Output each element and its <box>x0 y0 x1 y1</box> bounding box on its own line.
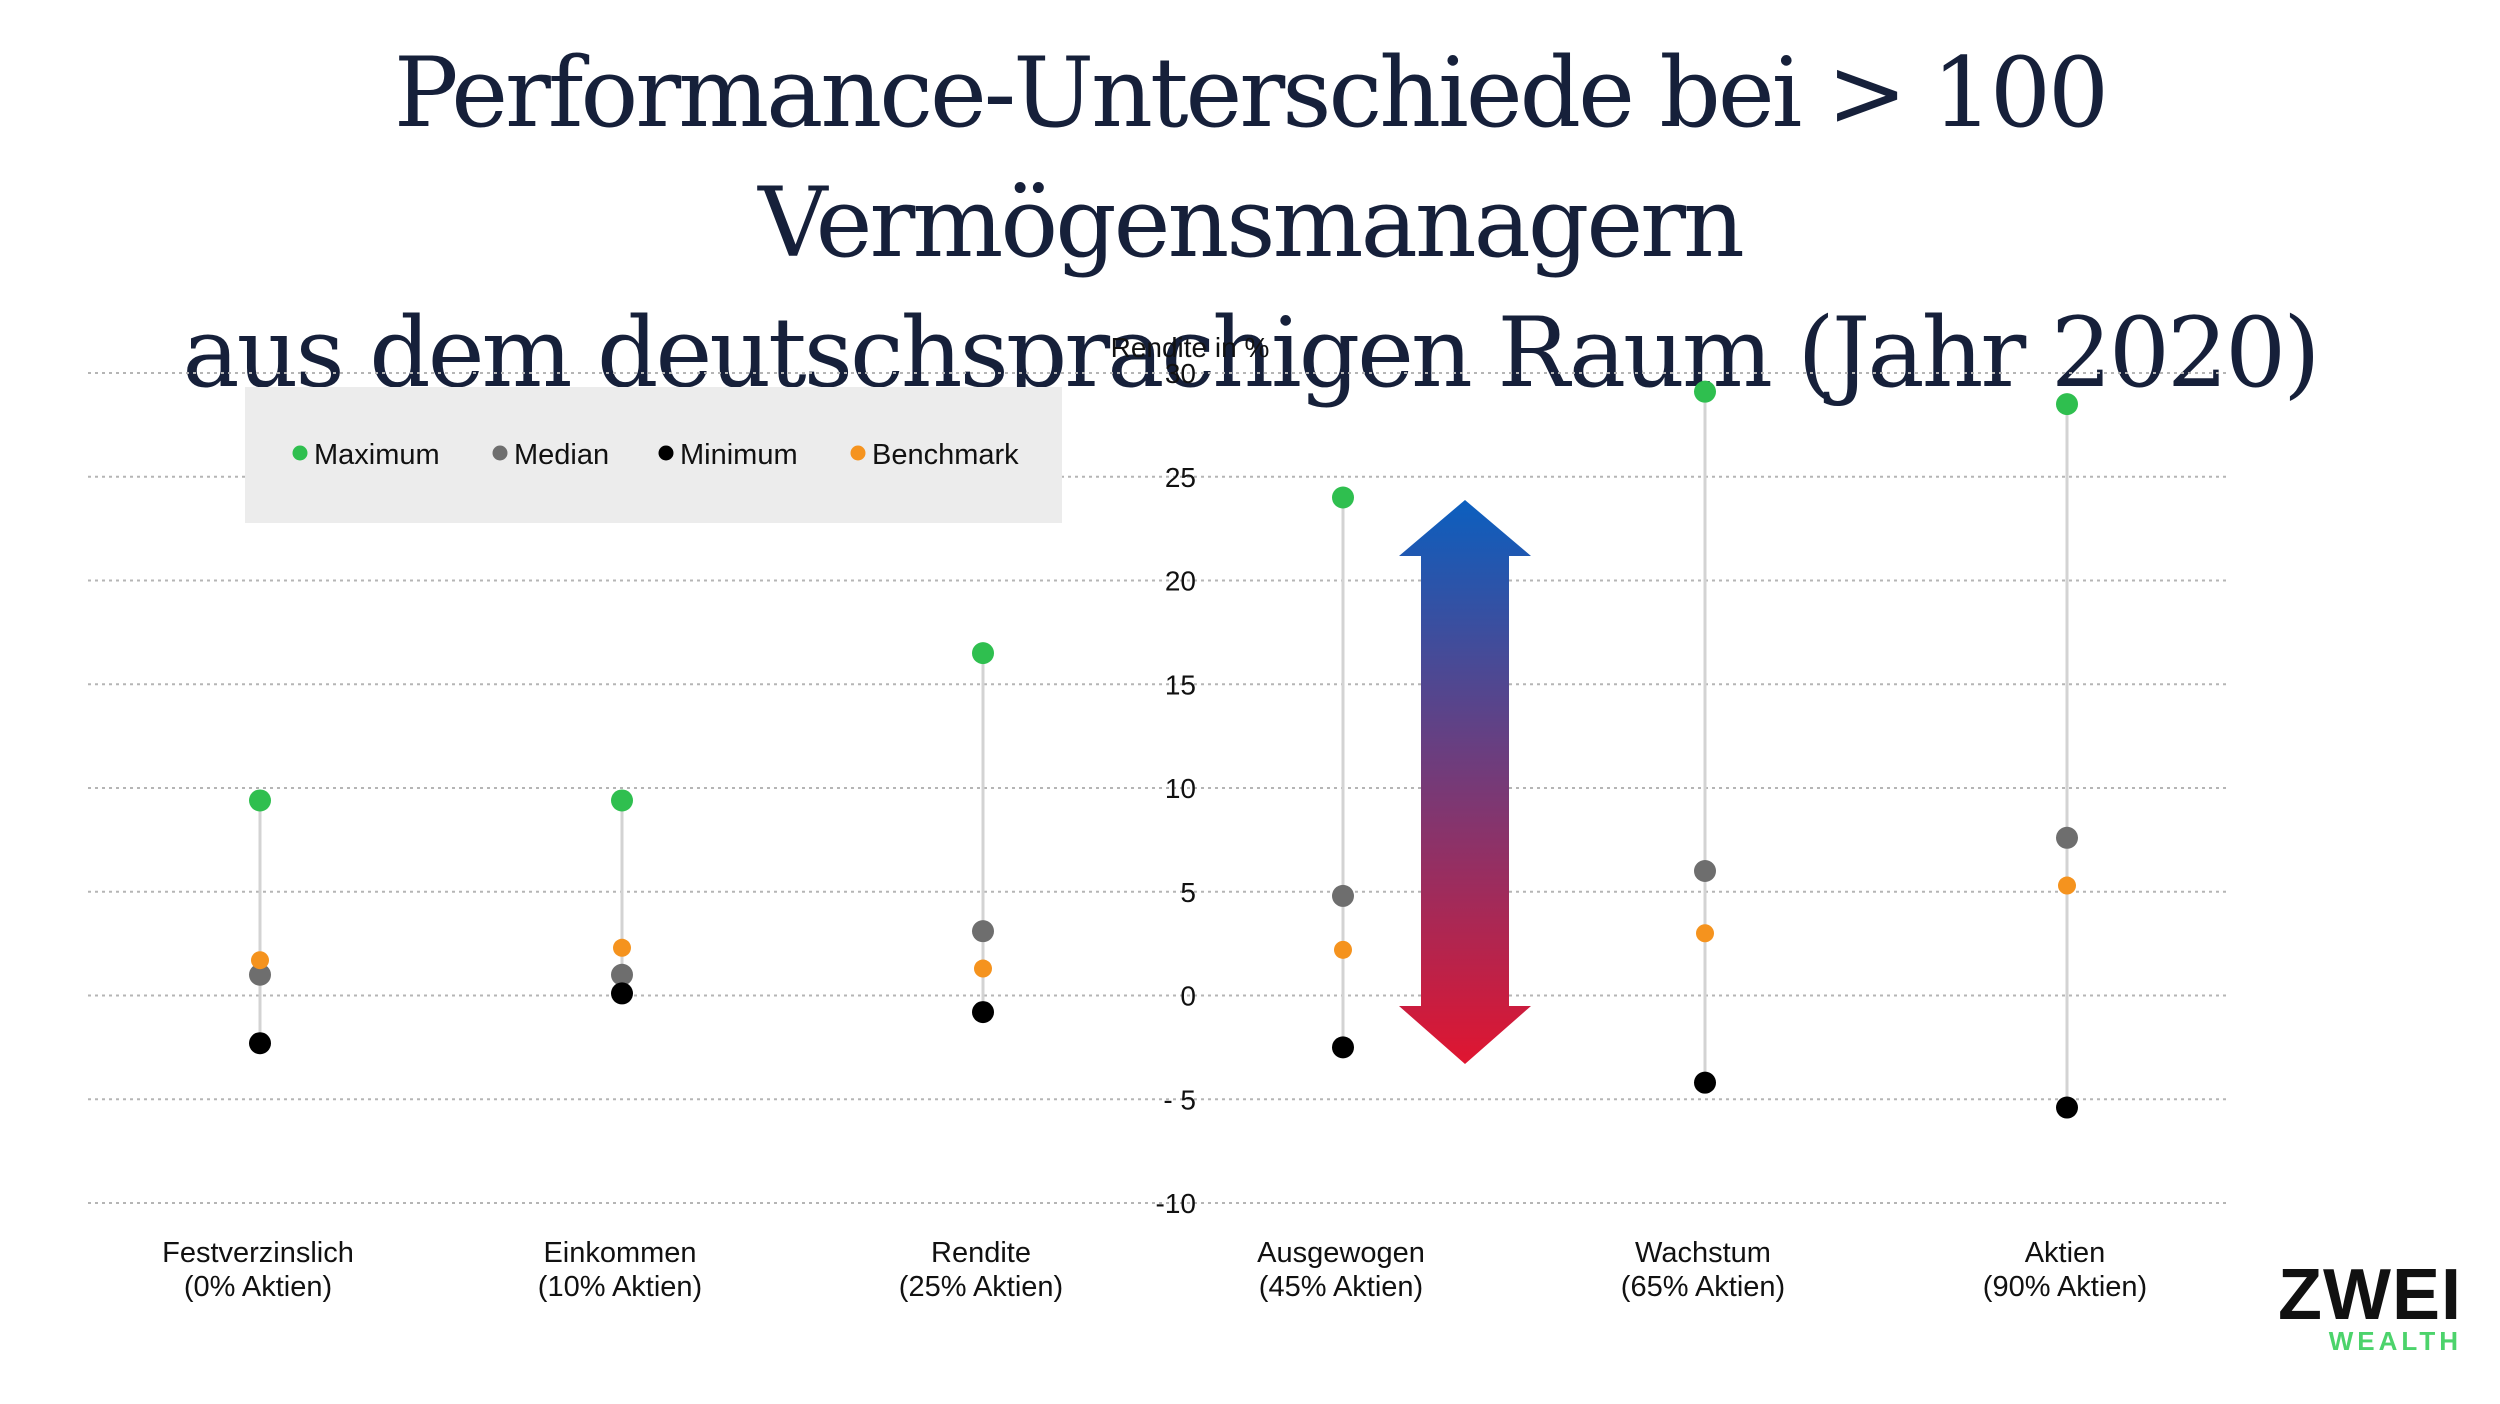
median-legend-marker <box>492 445 508 461</box>
category-label: Einkommen <box>543 1237 696 1269</box>
median-point <box>1332 884 1354 907</box>
logo-main-text: ZWEI <box>2278 1255 2462 1335</box>
category-sublabel: (90% Aktien) <box>1983 1271 2147 1303</box>
minimum-point <box>1694 1071 1716 1094</box>
category-sublabel: (10% Aktien) <box>538 1271 702 1303</box>
category-labels: Festverzinslich(0% Aktien) Einkommen(10% … <box>162 1237 2147 1303</box>
y-axis-ticks: 30 25 20 15 10 5 0 - 5 -10 <box>1156 358 1196 1219</box>
y-tick-label: 20 <box>1165 566 1196 597</box>
minimum-point <box>2056 1096 2078 1119</box>
logo-sub-text: WEALTH <box>2328 1326 2462 1356</box>
median-point <box>1694 860 1716 882</box>
y-tick-label: - 5 <box>1163 1084 1196 1115</box>
y-axis-label: Rendite in % <box>1111 332 1270 363</box>
zwei-wealth-logo: ZWEI WEALTH <box>2262 1255 2462 1356</box>
category-sublabel: (0% Aktien) <box>184 1271 332 1303</box>
benchmark-point <box>613 938 631 957</box>
minimum-point <box>972 1001 994 1024</box>
median-point <box>972 920 994 943</box>
maximum-point <box>249 789 271 812</box>
category-sublabel: (25% Aktien) <box>899 1271 1063 1303</box>
maximum-point <box>1694 380 1716 403</box>
benchmark-point <box>2058 876 2076 895</box>
median-point <box>611 963 633 986</box>
benchmark-point <box>974 959 992 978</box>
y-tick-label: 25 <box>1165 462 1196 493</box>
y-tick-label: 10 <box>1165 773 1196 804</box>
minimum-point <box>249 1032 271 1055</box>
maximum-legend-label: Maximum <box>314 439 440 471</box>
category-sublabel: (65% Aktien) <box>1621 1271 1785 1303</box>
maximum-point <box>1332 486 1354 509</box>
data-points <box>249 380 2078 1119</box>
category-label: Ausgewogen <box>1257 1237 1425 1269</box>
minimum-legend-label: Minimum <box>680 439 798 471</box>
median-point <box>2056 826 2078 849</box>
maximum-point <box>611 789 633 812</box>
benchmark-point <box>251 951 269 970</box>
category-label: Rendite <box>931 1237 1031 1269</box>
benchmark-point <box>1696 924 1714 943</box>
maximum-point <box>2056 393 2078 416</box>
legend: Maximum Median Minimum Benchmark <box>292 439 1019 471</box>
minimum-point <box>611 982 633 1005</box>
benchmark-legend-marker <box>850 445 866 461</box>
minimum-legend-marker <box>658 445 674 461</box>
y-tick-label: 0 <box>1180 981 1196 1012</box>
maximum-point <box>972 642 994 665</box>
y-tick-label: 5 <box>1180 877 1196 908</box>
range-arrow-icon <box>1399 500 1531 1064</box>
category-sublabel: (45% Aktien) <box>1259 1271 1423 1303</box>
page-title: Performance-Unterschiede bei > 100 Vermö… <box>0 28 2500 418</box>
median-point <box>249 963 271 986</box>
benchmark-point <box>1334 940 1352 959</box>
maximum-legend-marker <box>292 445 308 461</box>
median-legend-label: Median <box>514 439 609 471</box>
category-label: Festverzinslich <box>162 1237 354 1269</box>
category-label: Wachstum <box>1635 1237 1771 1269</box>
y-tick-label: 15 <box>1165 669 1196 700</box>
legend-box <box>245 387 1062 523</box>
minimum-point <box>1332 1036 1354 1059</box>
category-label: Aktien <box>2025 1237 2106 1269</box>
title-line-1: Performance-Unterschiede bei > 100 Vermö… <box>393 37 2109 279</box>
benchmark-legend-label: Benchmark <box>872 439 1019 471</box>
y-tick-label: -10 <box>1156 1188 1196 1219</box>
y-tick-label: 30 <box>1165 358 1196 389</box>
